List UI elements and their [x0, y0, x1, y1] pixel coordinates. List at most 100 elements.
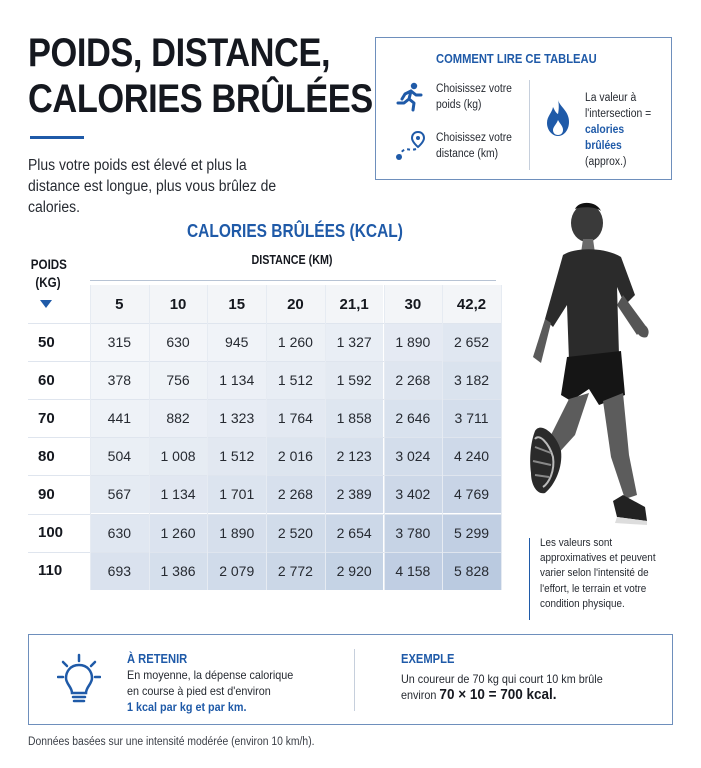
runner-icon [396, 82, 423, 112]
calorie-value-cell: 882 [148, 399, 208, 438]
distance-header-cell: 42,2 [442, 285, 501, 323]
calorie-value-cell: 1 512 [266, 361, 325, 400]
bottom-box-divider [354, 649, 355, 711]
calorie-value-cell: 3 024 [383, 437, 443, 476]
calorie-value-cell: 1 512 [207, 437, 267, 476]
calorie-value-cell: 693 [90, 551, 149, 590]
row-divider [28, 323, 501, 324]
calorie-value-cell: 1 890 [207, 513, 267, 552]
row-divider [28, 361, 501, 363]
row-divider [28, 399, 501, 401]
row-divider [28, 437, 501, 439]
weight-axis-label-line1: POIDS [30, 257, 67, 272]
calorie-value-cell: 1 764 [266, 399, 325, 438]
weight-instruction: Choisissez votre poids (kg) [436, 83, 512, 111]
calorie-value-cell: 2 016 [266, 437, 325, 476]
calorie-value-cell: 3 780 [383, 513, 443, 552]
intro-text: Plus votre poids est élevé et plus la di… [28, 157, 277, 216]
calorie-value-cell: 1 386 [148, 551, 208, 590]
calorie-value-cell: 1 260 [148, 513, 208, 552]
weight-axis-label-line2: (KG) [35, 275, 61, 290]
note-rule [529, 538, 530, 620]
column-divider [383, 285, 385, 590]
example-formula: 70 × 10 = 700 kcal. [439, 686, 557, 703]
calorie-value-cell: 4 240 [442, 437, 501, 476]
calorie-value-cell: 567 [90, 475, 149, 514]
key-takeaway-heading: À RETENIR [127, 651, 188, 666]
calorie-value-cell: 2 389 [324, 475, 384, 514]
row-divider [28, 513, 501, 515]
how-to-read-title: COMMENT LIRE CE TABLEAU [436, 51, 597, 66]
table-title: CALORIES BRÛLÉES (KCAL) [187, 221, 403, 241]
calorie-value-cell: 1 592 [324, 361, 384, 400]
title-underline [30, 136, 84, 139]
calorie-value-cell: 2 920 [324, 551, 384, 590]
example-body: Un coureur de 70 kg qui court 10 km brûl… [401, 672, 603, 686]
runner-illustration [530, 202, 649, 525]
weight-axis-label: POIDS (KG) [30, 256, 67, 292]
example-prefix: environ [401, 688, 437, 702]
calorie-value-cell: 3 711 [442, 399, 501, 438]
calorie-value-cell: 2 652 [442, 323, 501, 362]
row-divider [28, 551, 501, 553]
calorie-value-cell: 2 646 [383, 399, 443, 438]
calorie-value-cell: 756 [148, 361, 208, 400]
calorie-value-cell: 2 520 [266, 513, 325, 552]
weight-row-label: 110 [38, 562, 63, 580]
weight-row-label: 50 [38, 333, 55, 351]
calorie-value-cell: 1 858 [324, 399, 384, 438]
distance-header-cell: 21,1 [324, 285, 384, 323]
calorie-value-cell: 2 268 [266, 475, 325, 514]
calorie-value-cell: 1 008 [148, 437, 208, 476]
column-divider [324, 285, 326, 590]
calorie-value-cell: 3 402 [383, 475, 443, 514]
column-divider [442, 285, 444, 590]
distance-header-cell: 30 [383, 285, 443, 323]
distance-instruction: Choisissez votre distance (km) [436, 132, 512, 160]
title-line-2: CALORIES BRÛLÉES [28, 77, 373, 121]
weight-row-label: 60 [38, 371, 55, 389]
column-divider [148, 285, 150, 590]
calorie-value-cell: 3 182 [442, 361, 501, 400]
how-to-read-box: COMMENT LIRE CE TABLEAU Choisissez votre… [375, 37, 672, 180]
column-divider [90, 285, 91, 590]
key-takeaway-text: En moyenne, la dépense calorique en cour… [127, 667, 307, 715]
key-takeaway-body: En moyenne, la dépense calorique en cour… [127, 668, 294, 698]
calorie-value-cell: 1 323 [207, 399, 267, 438]
calorie-value-cell: 1 327 [324, 323, 384, 362]
row-divider [28, 475, 501, 477]
calorie-value-cell: 441 [90, 399, 149, 438]
result-text-after: (approx.) [585, 156, 627, 168]
title-line-1: POIDS, DISTANCE, [28, 31, 331, 75]
calorie-value-cell: 2 268 [383, 361, 443, 400]
source-footnote: Données basées sur une intensité modérée… [28, 736, 315, 748]
calorie-value-cell: 1 134 [207, 361, 267, 400]
example-heading: EXEMPLE [401, 651, 455, 666]
distance-header-cell: 10 [148, 285, 208, 323]
calorie-value-cell: 1 701 [207, 475, 267, 514]
route-pin-icon [396, 130, 426, 160]
lightbulb-icon [57, 653, 101, 703]
weight-row-label: 100 [38, 524, 64, 542]
calorie-value-cell: 630 [90, 513, 149, 552]
calorie-value-cell: 2 123 [324, 437, 384, 476]
weight-row-label: 80 [38, 447, 55, 465]
weight-row-label: 70 [38, 409, 55, 427]
distance-header-cell: 20 [266, 285, 325, 323]
distance-header-cell: 15 [207, 285, 267, 323]
calorie-value-cell: 5 299 [442, 513, 501, 552]
calorie-value-cell: 1 890 [383, 323, 443, 362]
calorie-value-cell: 4 158 [383, 551, 443, 590]
column-divider [207, 285, 209, 590]
key-takeaway-highlight: 1 kcal par kg et par km. [127, 700, 247, 714]
calorie-value-cell: 2 772 [266, 551, 325, 590]
calorie-value-cell: 378 [90, 361, 149, 400]
key-takeaway-box: À RETENIR En moyenne, la dépense caloriq… [28, 634, 673, 725]
calorie-value-cell: 945 [207, 323, 267, 362]
how-to-divider [529, 80, 530, 170]
weight-row-label: 90 [38, 485, 55, 503]
approximation-note: Les valeurs sont approximatives et peuve… [540, 537, 656, 610]
result-explanation: La valeur à l'intersection = calories br… [585, 90, 662, 170]
calorie-value-cell: 1 134 [148, 475, 208, 514]
flame-icon [547, 100, 569, 136]
